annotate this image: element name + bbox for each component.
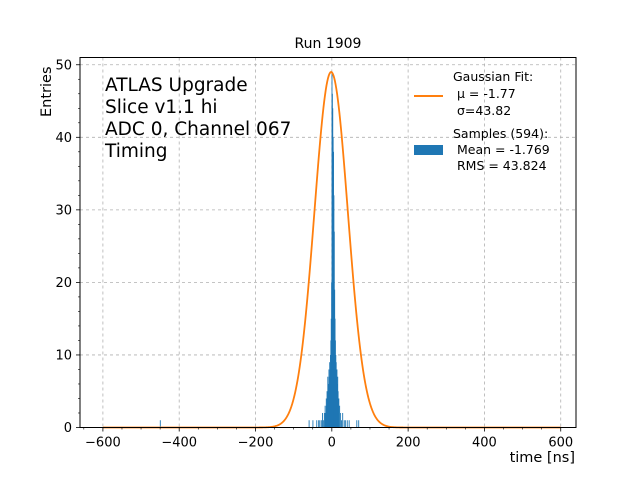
histogram-bar xyxy=(320,420,322,428)
chart-title: Run 1909 xyxy=(295,36,362,52)
x-tick-label: 600 xyxy=(548,436,573,451)
histogram-bar xyxy=(348,420,350,428)
x-tick-label: 200 xyxy=(396,436,421,451)
x-tick-label: −400 xyxy=(161,436,197,451)
histogram-bar xyxy=(338,398,340,428)
histogram-bar xyxy=(343,420,345,428)
annotation-line: ATLAS Upgrade xyxy=(105,75,248,96)
y-tick-label: 30 xyxy=(55,203,72,218)
histogram-bar xyxy=(344,420,346,428)
x-axis-ticks: −600 −400 −200 0 200 400 600 xyxy=(83,427,573,451)
histogram-bar xyxy=(341,420,342,428)
y-tick-label: 20 xyxy=(55,276,72,291)
histogram-bars xyxy=(159,72,360,428)
legend-fit-mu: μ = -1.77 xyxy=(457,86,516,101)
histogram-bar xyxy=(342,412,344,428)
legend-fit-label: Gaussian Fit: xyxy=(453,69,533,84)
legend: Gaussian Fit: μ = -1.77 σ=43.82 Samples … xyxy=(414,69,550,173)
legend-fit-sigma: σ=43.82 xyxy=(457,103,511,118)
histogram-bar xyxy=(356,420,358,428)
annotation-line: ADC 0, Channel 067 xyxy=(105,119,291,140)
y-tick-label: 0 xyxy=(64,421,72,436)
y-axis-ticks: 0 10 20 30 40 50 xyxy=(55,58,80,436)
histogram-bar xyxy=(308,420,310,428)
y-tick-label: 10 xyxy=(55,348,72,363)
y-axis-label: Entries xyxy=(39,66,55,117)
legend-samples-rms: RMS = 43.824 xyxy=(453,158,547,173)
y-tick-label: 50 xyxy=(55,58,72,73)
x-tick-label: −200 xyxy=(238,436,274,451)
histogram-bar xyxy=(312,420,314,428)
histogram-bar xyxy=(323,420,325,428)
histogram-bar xyxy=(318,420,320,428)
annotation-line: Slice v1.1 hi xyxy=(105,97,218,118)
histogram-bar xyxy=(319,420,321,428)
legend-samples-swatch xyxy=(414,145,443,155)
x-tick-label: 0 xyxy=(328,436,336,451)
histogram-bar xyxy=(337,391,339,428)
histogram-bar xyxy=(159,420,161,428)
legend-samples-mean: Mean = -1.769 xyxy=(453,142,550,157)
histogram-bar xyxy=(346,420,348,428)
legend-samples-label: Samples (594): xyxy=(453,126,548,141)
x-axis-label: time [ns] xyxy=(510,450,575,466)
histogram-bar xyxy=(324,405,326,428)
histogram-bar xyxy=(316,420,318,428)
annotation-block: ATLAS Upgrade Slice v1.1 hi ADC 0, Chann… xyxy=(104,75,291,162)
x-tick-label: −600 xyxy=(85,436,121,451)
histogram-bar xyxy=(339,412,341,428)
histogram-bar xyxy=(358,420,360,428)
y-tick-label: 40 xyxy=(55,131,72,146)
x-tick-label: 400 xyxy=(472,436,497,451)
histogram-bar xyxy=(323,412,325,428)
annotation-line: Timing xyxy=(104,141,168,162)
histogram-bar xyxy=(339,405,341,428)
plot-frame xyxy=(79,57,577,428)
histogram-bar xyxy=(322,412,323,428)
